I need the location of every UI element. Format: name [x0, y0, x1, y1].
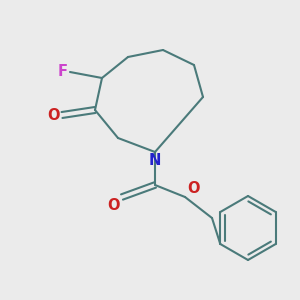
Text: O: O	[47, 107, 60, 122]
Text: N: N	[149, 153, 161, 168]
Text: O: O	[187, 181, 200, 196]
Text: F: F	[58, 64, 68, 80]
Text: O: O	[107, 198, 120, 213]
